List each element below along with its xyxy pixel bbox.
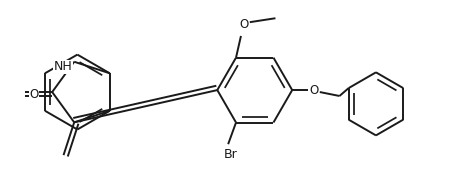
- Text: O: O: [309, 84, 319, 97]
- Text: O: O: [239, 18, 248, 31]
- Text: Br: Br: [224, 147, 238, 161]
- Text: O: O: [29, 88, 39, 101]
- Text: NH: NH: [54, 60, 72, 73]
